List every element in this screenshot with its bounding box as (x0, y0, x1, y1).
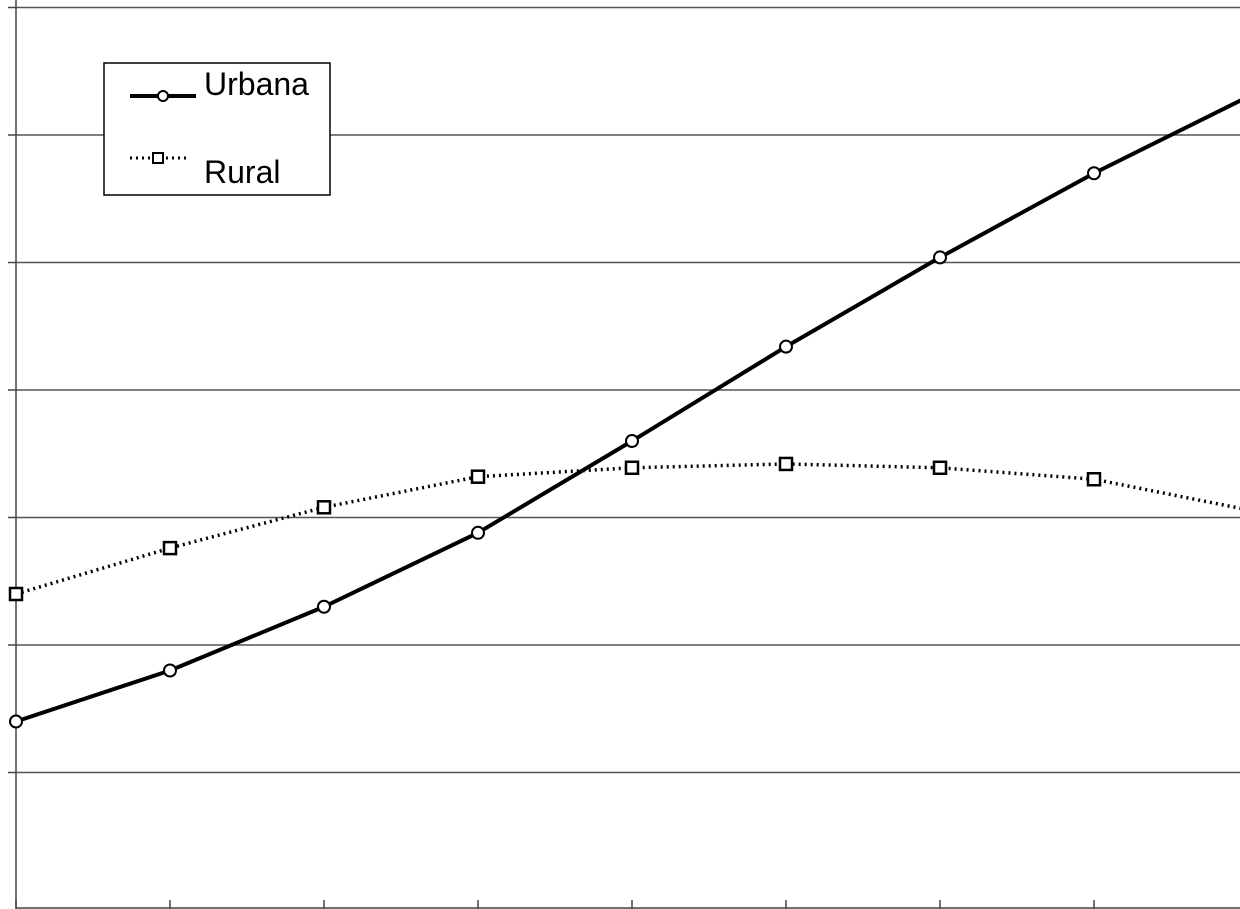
data-point-rural (778, 456, 794, 472)
data-point-urbana (933, 250, 947, 265)
legend-urbana-marker (157, 90, 169, 102)
data-point-urbana (1087, 166, 1101, 181)
data-point-urbana (625, 434, 639, 448)
data-point-rural (316, 500, 332, 515)
axes (8, 0, 1240, 909)
data-point-urbana (779, 339, 793, 354)
legend-rural-marker (152, 152, 164, 164)
legend: Urbana Rural (103, 62, 331, 196)
data-point-urbana (9, 714, 23, 729)
series-line-rural (15, 462, 1240, 596)
data-point-urbana (317, 599, 331, 614)
legend-rural-label: Rural (204, 154, 280, 190)
data-point-rural (162, 540, 178, 556)
data-point-rural (8, 586, 24, 602)
series-layer (8, 98, 1240, 729)
data-point-urbana (471, 525, 485, 540)
data-point-rural (470, 469, 486, 484)
legend-urbana-label: Urbana (204, 66, 309, 102)
legend-box (103, 62, 331, 196)
data-point-rural (624, 460, 640, 476)
data-point-rural (1086, 472, 1102, 487)
data-point-rural (932, 460, 948, 476)
data-point-urbana (163, 663, 177, 678)
